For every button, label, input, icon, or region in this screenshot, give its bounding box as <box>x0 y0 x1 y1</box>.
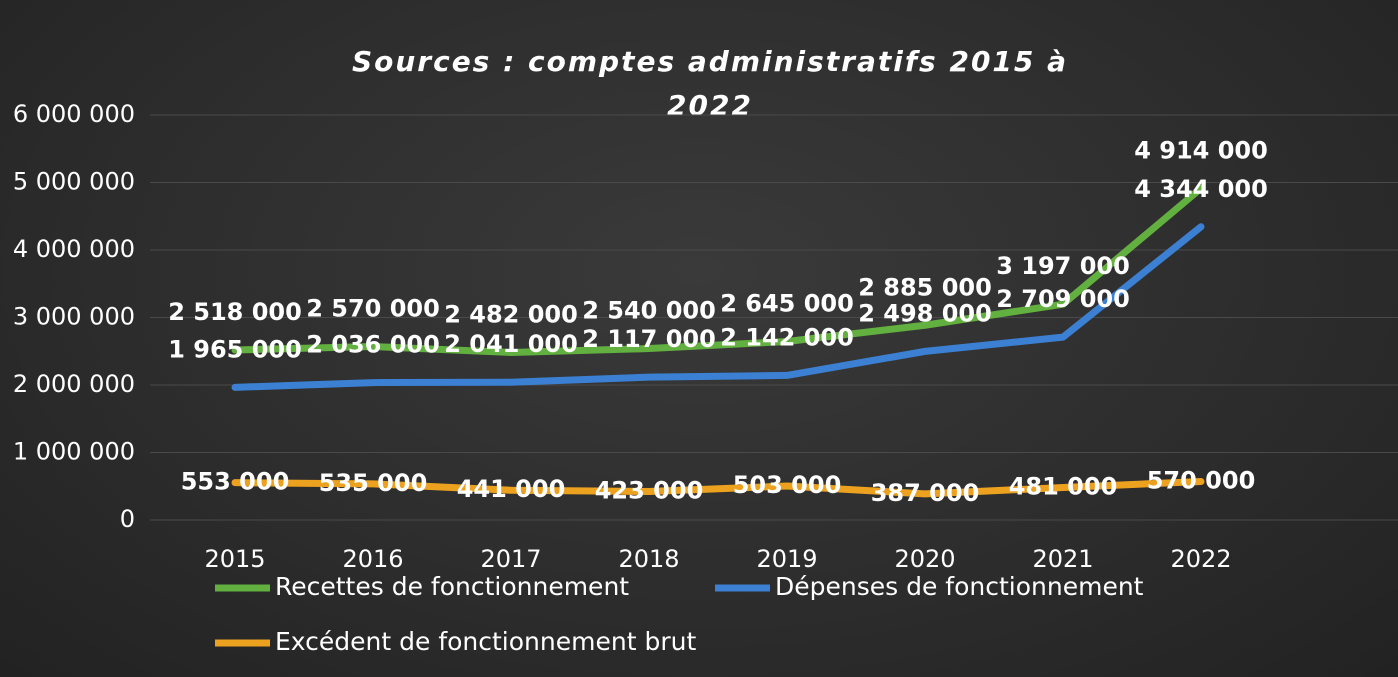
legend-label: Excédent de fonctionnement brut <box>275 627 696 656</box>
y-tick-label: 5 000 000 <box>13 168 135 196</box>
x-tick-label: 2021 <box>1032 545 1093 573</box>
data-label: 2 709 000 <box>996 285 1130 313</box>
x-tick-label: 2020 <box>894 545 955 573</box>
data-label: 3 197 000 <box>996 252 1130 280</box>
chart-title: Sources : comptes administratifs 2015 à … <box>351 45 1069 122</box>
x-tick-label: 2017 <box>480 545 541 573</box>
y-tick-label: 6 000 000 <box>13 100 135 128</box>
y-tick-label: 3 000 000 <box>13 303 135 331</box>
y-tick-label: 0 <box>120 505 135 533</box>
data-label: 441 000 <box>457 475 566 503</box>
legend-label: Dépenses de fonctionnement <box>775 572 1144 601</box>
x-tick-label: 2019 <box>756 545 817 573</box>
legend-label: Recettes de fonctionnement <box>275 572 629 601</box>
data-label: 535 000 <box>319 469 428 497</box>
data-label: 570 000 <box>1147 467 1256 495</box>
x-tick-label: 2022 <box>1170 545 1231 573</box>
data-label: 2 482 000 <box>444 300 578 328</box>
data-label: 2 518 000 <box>168 298 302 326</box>
y-tick-label: 4 000 000 <box>13 235 135 263</box>
data-label: 387 000 <box>871 479 980 507</box>
data-label: 2 142 000 <box>720 323 854 351</box>
data-label: 2 498 000 <box>858 299 992 327</box>
y-tick-label: 2 000 000 <box>13 370 135 398</box>
x-tick-label: 2015 <box>204 545 265 573</box>
data-label: 2 117 000 <box>582 325 716 353</box>
data-label: 481 000 <box>1009 473 1118 501</box>
series-line <box>231 223 1205 391</box>
data-label: 553 000 <box>181 468 290 496</box>
data-label: 503 000 <box>733 471 842 499</box>
data-label: 2 540 000 <box>582 297 716 325</box>
data-label: 2 645 000 <box>720 289 854 317</box>
series-line <box>231 478 1205 498</box>
data-label: 2 041 000 <box>444 330 578 358</box>
data-label: 423 000 <box>595 476 704 504</box>
data-label: 1 965 000 <box>168 335 302 363</box>
data-label: 4 914 000 <box>1134 136 1268 164</box>
data-label: 2 036 000 <box>306 331 440 359</box>
y-tick-label: 1 000 000 <box>13 438 135 466</box>
x-tick-label: 2018 <box>618 545 679 573</box>
data-label: 2 885 000 <box>858 273 992 301</box>
data-label: 4 344 000 <box>1134 175 1268 203</box>
series-line <box>231 184 1205 356</box>
x-tick-label: 2016 <box>342 545 403 573</box>
data-label: 2 570 000 <box>306 295 440 323</box>
